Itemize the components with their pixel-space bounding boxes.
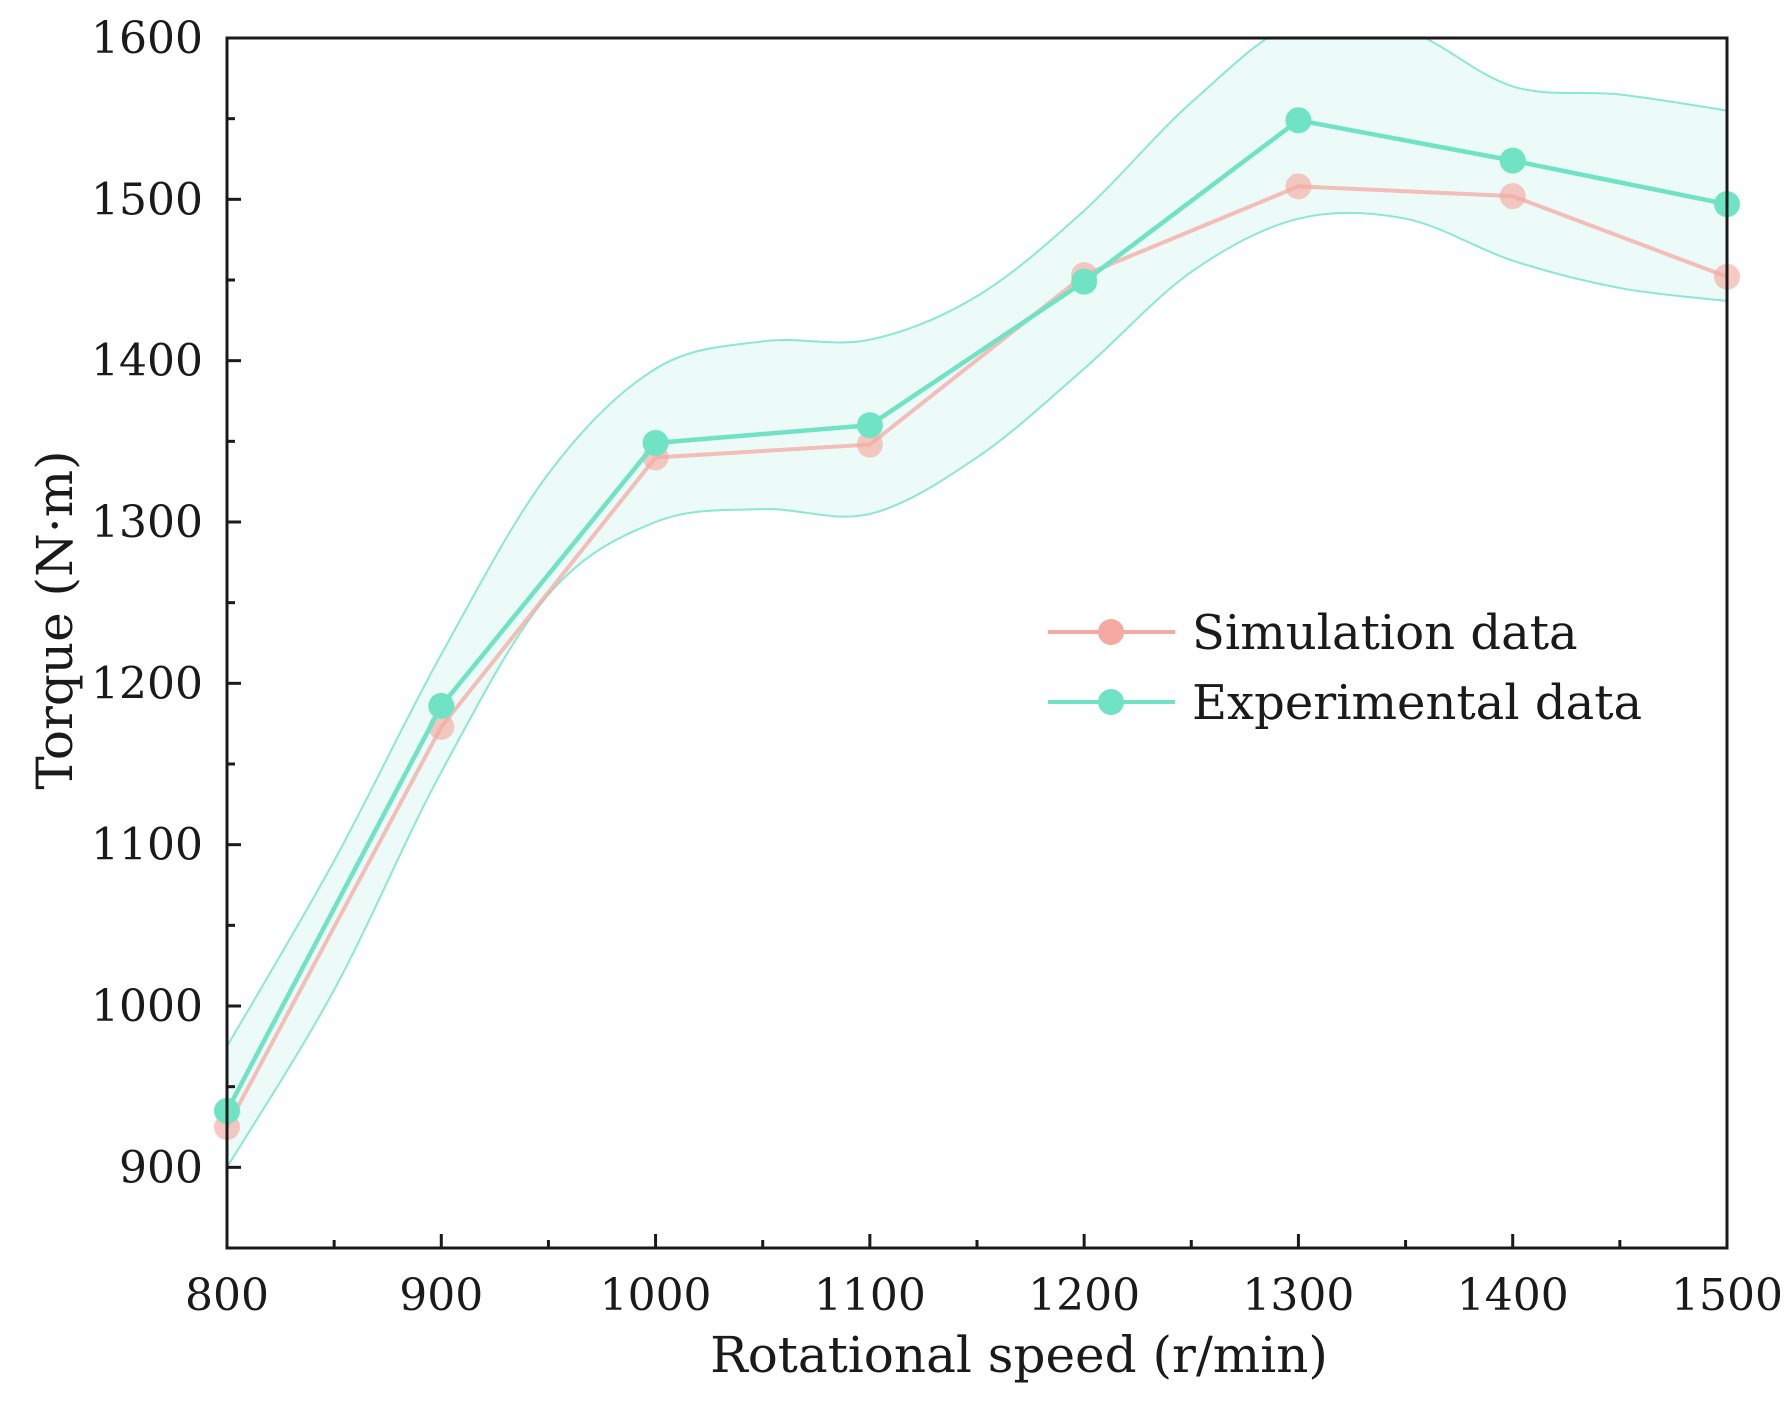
- legend-label: Simulation data: [1192, 605, 1578, 661]
- band-lower-line: [227, 211, 1727, 1168]
- ticks-layer: 800 900 1000 1100 1200 1300 1400 1500 900 1000 110…: [91, 13, 1783, 1321]
- band-upper-line: [227, 38, 1727, 1047]
- y-tick-label: 1600: [91, 13, 203, 64]
- x-tick-label: 1500: [1671, 1270, 1783, 1321]
- y-tick-label: 1000: [91, 981, 203, 1032]
- data-point: [856, 431, 883, 458]
- y-tick-label: 1100: [91, 820, 203, 871]
- series-experimental: [214, 107, 1740, 1124]
- x-tick-label: 1200: [1028, 1270, 1140, 1321]
- series-layer: [214, 107, 1740, 1140]
- data-point: [1285, 173, 1312, 200]
- legend-item-experimental: Experimental data: [1048, 675, 1642, 731]
- x-tick-label: 900: [399, 1270, 483, 1321]
- data-point: [642, 429, 669, 456]
- x-tick-label: 1400: [1457, 1270, 1569, 1321]
- data-point: [1285, 107, 1312, 134]
- data-point: [856, 412, 883, 439]
- data-point: [428, 692, 455, 719]
- legend-marker: [1098, 619, 1124, 645]
- x-tick-label: 1100: [814, 1270, 926, 1321]
- series-line: [225, 117, 1728, 1112]
- y-tick-label: 1300: [91, 497, 203, 548]
- data-point: [1071, 268, 1098, 295]
- data-point: [1499, 183, 1526, 210]
- data-point: [1499, 147, 1526, 174]
- legend-item-simulation: Simulation data: [1048, 605, 1578, 661]
- series-simulation: [214, 173, 1740, 1140]
- series-line: [225, 184, 1728, 1128]
- x-tick-label: 800: [185, 1270, 269, 1321]
- y-axis-label: Torque (N·m): [26, 450, 84, 789]
- y-tick-label: 1500: [91, 174, 203, 225]
- legend-label: Experimental data: [1192, 675, 1642, 731]
- y-tick-label: 1200: [91, 658, 203, 709]
- legend-marker: [1098, 689, 1124, 715]
- x-axis-label: Rotational speed (r/min): [710, 1326, 1328, 1384]
- y-tick-label: 1400: [91, 336, 203, 387]
- x-tick-label: 1000: [600, 1270, 712, 1321]
- y-tick-label: 900: [119, 1142, 203, 1193]
- x-tick-label: 1300: [1242, 1270, 1354, 1321]
- legend: Simulation data Experimental data: [1048, 605, 1642, 731]
